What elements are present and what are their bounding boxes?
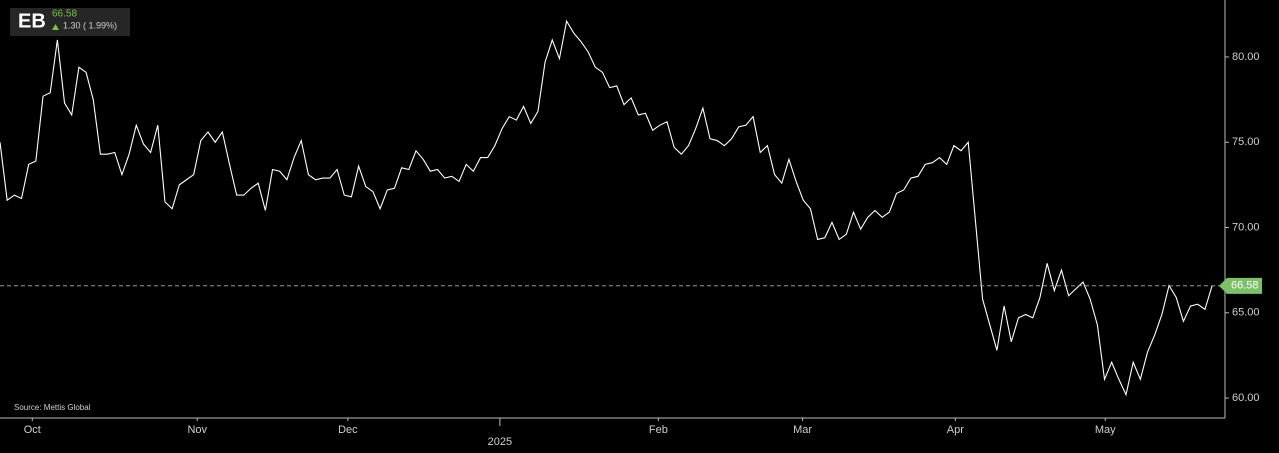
source: Source: Mettis Global xyxy=(14,403,91,412)
x-tick-label: May xyxy=(1095,424,1116,436)
y-tick-label: 65.00 xyxy=(1232,307,1260,319)
last-price-label: 66.58 xyxy=(1231,280,1259,292)
x-tick-label: Dec xyxy=(338,424,358,436)
x-tick-label: Apr xyxy=(947,424,964,436)
price: 66.58 xyxy=(52,9,77,20)
x-tick-label: Mar xyxy=(793,424,812,436)
y-tick-label: 75.00 xyxy=(1232,136,1260,148)
up-arrow xyxy=(52,24,59,30)
y-tick-label: 80.00 xyxy=(1232,51,1260,63)
price-line xyxy=(0,19,1213,397)
x-tick-label: Oct xyxy=(24,424,41,436)
change: 1.30 ( 1.99%) xyxy=(63,20,117,30)
x-tick-label: Feb xyxy=(649,424,668,436)
y-tick-label: 70.00 xyxy=(1232,221,1260,233)
header-box xyxy=(10,8,130,36)
x-tick-label: 2025 xyxy=(488,436,512,448)
symbol: EB xyxy=(18,10,46,32)
last-price-tag xyxy=(1219,277,1262,294)
x-tick-label: Nov xyxy=(187,424,207,436)
y-tick-label: 60.00 xyxy=(1232,392,1260,404)
